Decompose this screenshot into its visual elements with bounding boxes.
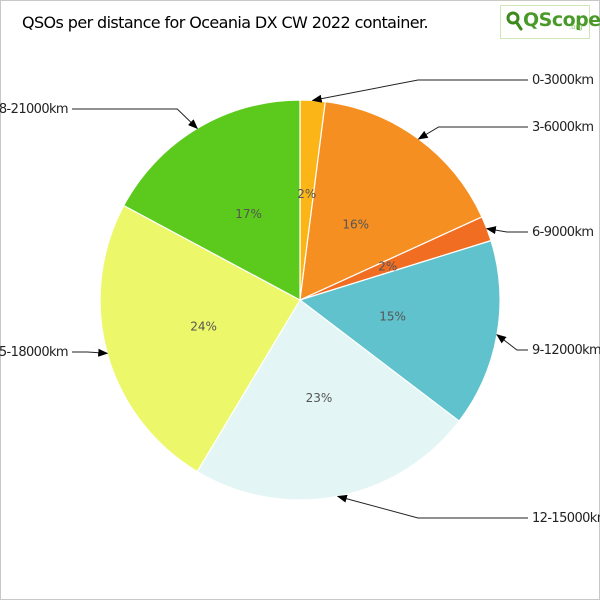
- leader-line-6-9000km: [485, 226, 528, 235]
- slice-label-6-9000km: 6-9000km: [532, 225, 593, 240]
- slice-percent-15-18000km: 24%: [190, 320, 217, 334]
- slice-percent-0-3000km: 2%: [297, 187, 316, 201]
- logo-suffix: .org: [569, 23, 583, 31]
- slice-percent-6-9000km: 2%: [378, 259, 397, 273]
- slice-percent-18-21000km: 17%: [235, 207, 262, 221]
- leader-line-9-12000km: [496, 334, 528, 351]
- leader-line-12-15000km: [336, 494, 528, 519]
- slice-percent-3-6000km: 16%: [342, 217, 369, 231]
- slice-label-12-15000km: 12-15000km: [532, 511, 600, 526]
- leader-line-18-21000km: [72, 108, 198, 130]
- leader-line-0-3000km: [311, 79, 528, 103]
- slice-label-3-6000km: 3-6000km: [532, 120, 593, 135]
- qscope-logo: QScope .org: [500, 5, 600, 39]
- slice-percent-9-12000km: 15%: [379, 309, 406, 323]
- slice-label-18-21000km: 18-21000km: [0, 102, 68, 117]
- leader-line-3-6000km: [417, 126, 528, 140]
- slice-label-15-18000km: 15-18000km: [0, 345, 68, 360]
- slice-label-9-12000km: 9-12000km: [532, 343, 600, 358]
- slice-label-0-3000km: 0-3000km: [532, 73, 593, 88]
- slice-percent-12-15000km: 23%: [306, 391, 333, 405]
- magnifier-icon: [506, 11, 523, 31]
- chart-title: QSOs per distance for Oceania DX CW 2022…: [22, 13, 429, 32]
- logo-text: QScope: [523, 9, 600, 31]
- leader-line-15-18000km: [72, 348, 109, 357]
